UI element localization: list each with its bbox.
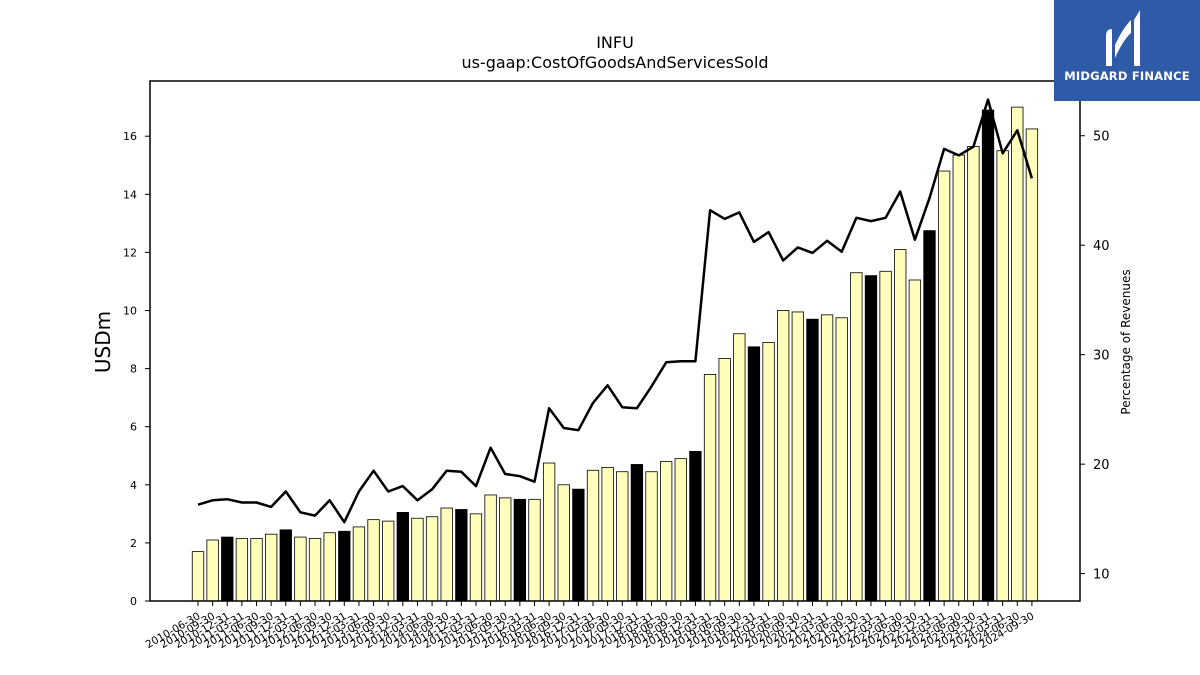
bar-2013-12-31 <box>396 511 409 602</box>
bar-2015-06-30 <box>484 494 497 602</box>
bar-2023-06-30 <box>952 154 965 602</box>
bar-2024-03-31 <box>996 150 1009 602</box>
y-tick-label: 12 <box>123 246 137 259</box>
bar-2016-06-30 <box>542 462 556 602</box>
bar-2019-12-31 <box>747 346 761 602</box>
bar-2014-06-30 <box>425 516 439 602</box>
bar-2019-03-31 <box>703 374 717 602</box>
brand-logo: MIDGARD FINANCE <box>1054 0 1200 101</box>
bar-2016-12-31 <box>572 488 585 602</box>
bar-2023-12-31 <box>981 109 995 602</box>
brand-name: MIDGARD FINANCE <box>1064 69 1190 83</box>
axes: 024681012141610203040502010-06-302010-09… <box>123 80 1110 651</box>
bar-2010-12-31 <box>221 536 234 602</box>
percentage-line <box>197 98 1034 524</box>
bar-2012-03-31 <box>294 536 307 602</box>
y2-tick-label: 10 <box>1093 568 1110 583</box>
bar-2021-09-30 <box>850 272 863 602</box>
bar-2016-03-31 <box>528 498 541 602</box>
bar-2023-09-30 <box>967 145 980 602</box>
chart-title: INFU <box>596 33 634 52</box>
bar-2018-03-31 <box>645 471 658 602</box>
bar-2019-09-30 <box>733 333 746 602</box>
plot-frame <box>149 80 1081 602</box>
logo-mark-icon <box>1106 10 1140 66</box>
percentage-line-series <box>197 98 1034 524</box>
bar-2015-09-30 <box>499 497 512 602</box>
bar-2010-06-30 <box>191 551 205 602</box>
y-tick-label: 0 <box>130 595 137 608</box>
y-axis-label: USDm <box>91 311 115 373</box>
bar-2015-03-31 <box>469 513 483 602</box>
bar-2019-06-30 <box>718 358 731 602</box>
bar-2021-06-30 <box>835 317 848 602</box>
y2-tick-label: 40 <box>1093 239 1110 254</box>
bar-2020-09-30 <box>791 311 804 602</box>
bar-2023-03-31 <box>937 170 951 602</box>
bar-2018-12-31 <box>689 450 702 602</box>
bar-2022-06-30 <box>894 249 907 602</box>
bar-2024-09-30 <box>1025 128 1039 602</box>
bar-2022-12-31 <box>923 230 936 602</box>
bar-series <box>191 106 1039 602</box>
bar-2022-03-31 <box>879 270 892 602</box>
bar-2016-09-30 <box>557 484 570 602</box>
bar-2013-03-31 <box>352 526 366 602</box>
bar-2021-03-31 <box>820 314 834 602</box>
bar-2012-06-30 <box>308 538 322 602</box>
bar-2011-03-31 <box>235 538 249 602</box>
y-tick-label: 16 <box>123 130 137 143</box>
bar-2017-09-30 <box>616 471 629 602</box>
bar-2013-06-30 <box>367 519 380 602</box>
y2-axis-label: Percentage of Revenues <box>1119 269 1133 414</box>
bar-2012-09-30 <box>323 532 336 602</box>
y-tick-label: 8 <box>130 363 137 376</box>
bar-2018-09-30 <box>674 458 687 602</box>
bar-2022-09-30 <box>908 279 922 602</box>
y2-tick-label: 50 <box>1093 130 1110 145</box>
bar-2017-06-30 <box>601 466 614 602</box>
bar-2014-09-30 <box>440 507 453 602</box>
y-tick-label: 4 <box>130 479 137 492</box>
bar-2020-06-30 <box>777 310 790 602</box>
bar-2014-12-31 <box>455 509 468 602</box>
y-tick-label: 2 <box>130 537 137 550</box>
y2-tick-label: 20 <box>1093 458 1110 473</box>
bar-2018-06-30 <box>660 461 673 602</box>
bar-2014-03-31 <box>411 517 424 602</box>
bar-2024-06-30 <box>1011 106 1024 602</box>
bar-2012-12-31 <box>338 530 351 602</box>
y2-tick-label: 30 <box>1093 349 1110 364</box>
bar-2011-06-30 <box>250 538 263 602</box>
y-tick-label: 6 <box>130 421 137 434</box>
bar-2017-03-31 <box>586 469 600 602</box>
bar-2017-12-31 <box>630 464 644 602</box>
chart-subtitle: us-gaap:CostOfGoodsAndServicesSold <box>461 53 768 72</box>
bar-2015-12-31 <box>513 498 527 602</box>
bar-2020-03-31 <box>762 342 775 602</box>
bar-2011-12-31 <box>279 529 292 602</box>
y-tick-label: 14 <box>123 188 137 201</box>
y-tick-label: 10 <box>123 304 137 317</box>
bar-2011-09-30 <box>264 533 278 602</box>
bar-2020-12-31 <box>806 318 819 602</box>
bar-2013-09-30 <box>382 520 395 602</box>
bar-2021-12-31 <box>864 275 878 602</box>
bar-2010-09-30 <box>206 539 219 602</box>
